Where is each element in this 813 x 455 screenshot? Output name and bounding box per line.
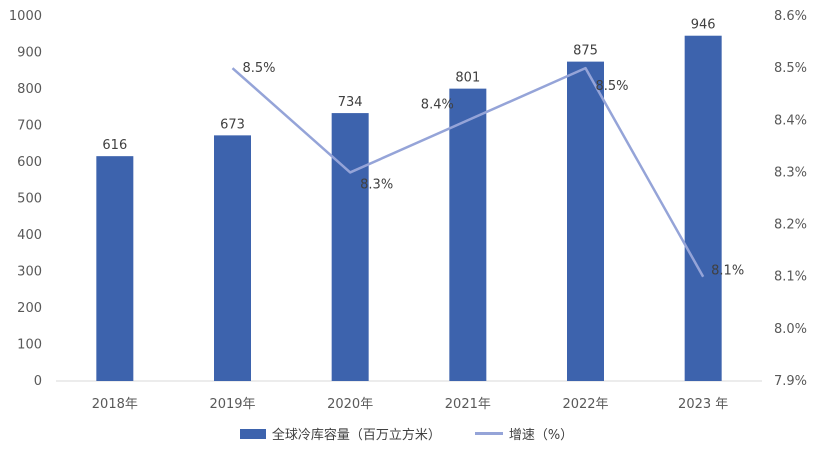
left-y-tick-label: 700	[17, 119, 42, 134]
left-y-axis: 0 100 200 300 400 500 600 700 800 900 1000	[9, 9, 42, 389]
legend-line-swatch	[474, 432, 503, 435]
left-y-tick-label: 900	[17, 46, 42, 61]
x-tick-label: 2018年	[92, 397, 138, 412]
x-tick-label: 2021年	[445, 397, 491, 412]
bar-data-label: 875	[573, 44, 598, 59]
x-axis-tick-labels: 2018年 2019年 2020年 2021年 2022年 2023 年	[92, 397, 728, 412]
x-tick-label: 2020年	[327, 397, 373, 412]
right-y-tick-label: 8.1%	[774, 270, 807, 285]
left-y-tick-label: 800	[17, 82, 42, 97]
left-y-tick-label: 200	[17, 301, 42, 316]
line-data-labels: 8.5% 8.3% 8.4% 8.5% 8.1%	[243, 61, 745, 279]
left-y-tick-label: 500	[17, 192, 42, 207]
legend-label-growth: 增速（%）	[508, 428, 574, 443]
bar	[449, 88, 487, 381]
growth-rate-line	[231, 66, 705, 278]
left-y-tick-label: 300	[17, 265, 42, 280]
line-data-label: 8.4%	[421, 97, 454, 112]
bar	[567, 61, 604, 381]
left-y-tick-label: 400	[17, 228, 42, 243]
left-y-tick-label: 1000	[9, 9, 42, 24]
right-y-tick-label: 8.2%	[774, 218, 807, 233]
right-y-tick-label: 8.3%	[774, 165, 807, 180]
right-y-axis: 7.9% 8.0% 8.1% 8.2% 8.3% 8.4% 8.5% 8.6%	[774, 9, 807, 389]
bar-data-labels: 616 673 734 801 875 946	[102, 18, 715, 153]
bar	[684, 35, 722, 382]
bar	[96, 156, 134, 381]
right-y-tick-label: 8.4%	[774, 113, 807, 128]
legend-label-capacity: 全球冷库容量（百万立方米）	[271, 428, 441, 443]
bar-data-label: 616	[102, 138, 127, 153]
line-data-label: 8.5%	[596, 79, 629, 94]
x-tick-label: 2019年	[209, 397, 255, 412]
right-y-tick-label: 8.5%	[774, 61, 807, 76]
line-data-label: 8.1%	[711, 264, 744, 279]
bar	[214, 135, 251, 381]
bar-data-label: 801	[455, 71, 480, 86]
bar-series	[96, 35, 722, 382]
legend-item-capacity: 全球冷库容量（百万立方米）	[239, 424, 441, 443]
right-y-tick-label: 8.0%	[774, 322, 807, 337]
legend: 全球冷库容量（百万立方米） 增速（%）	[0, 424, 813, 443]
right-y-tick-label: 8.6%	[774, 9, 807, 24]
right-y-tick-label: 7.9%	[774, 374, 807, 389]
x-tick-label: 2022年	[562, 397, 608, 412]
bar-data-label: 673	[220, 117, 245, 132]
left-y-tick-label: 0	[34, 374, 42, 389]
line-data-label: 8.5%	[243, 61, 276, 76]
left-y-tick-label: 600	[17, 155, 42, 170]
legend-item-growth: 增速（%）	[474, 424, 574, 443]
x-tick-label: 2023 年	[678, 397, 728, 412]
legend-bar-swatch	[239, 428, 266, 439]
bar-data-label: 946	[691, 18, 716, 33]
line-data-label: 8.3%	[360, 177, 393, 192]
bar	[331, 113, 369, 381]
left-y-tick-label: 100	[17, 338, 42, 353]
bar-data-label: 734	[338, 95, 363, 110]
